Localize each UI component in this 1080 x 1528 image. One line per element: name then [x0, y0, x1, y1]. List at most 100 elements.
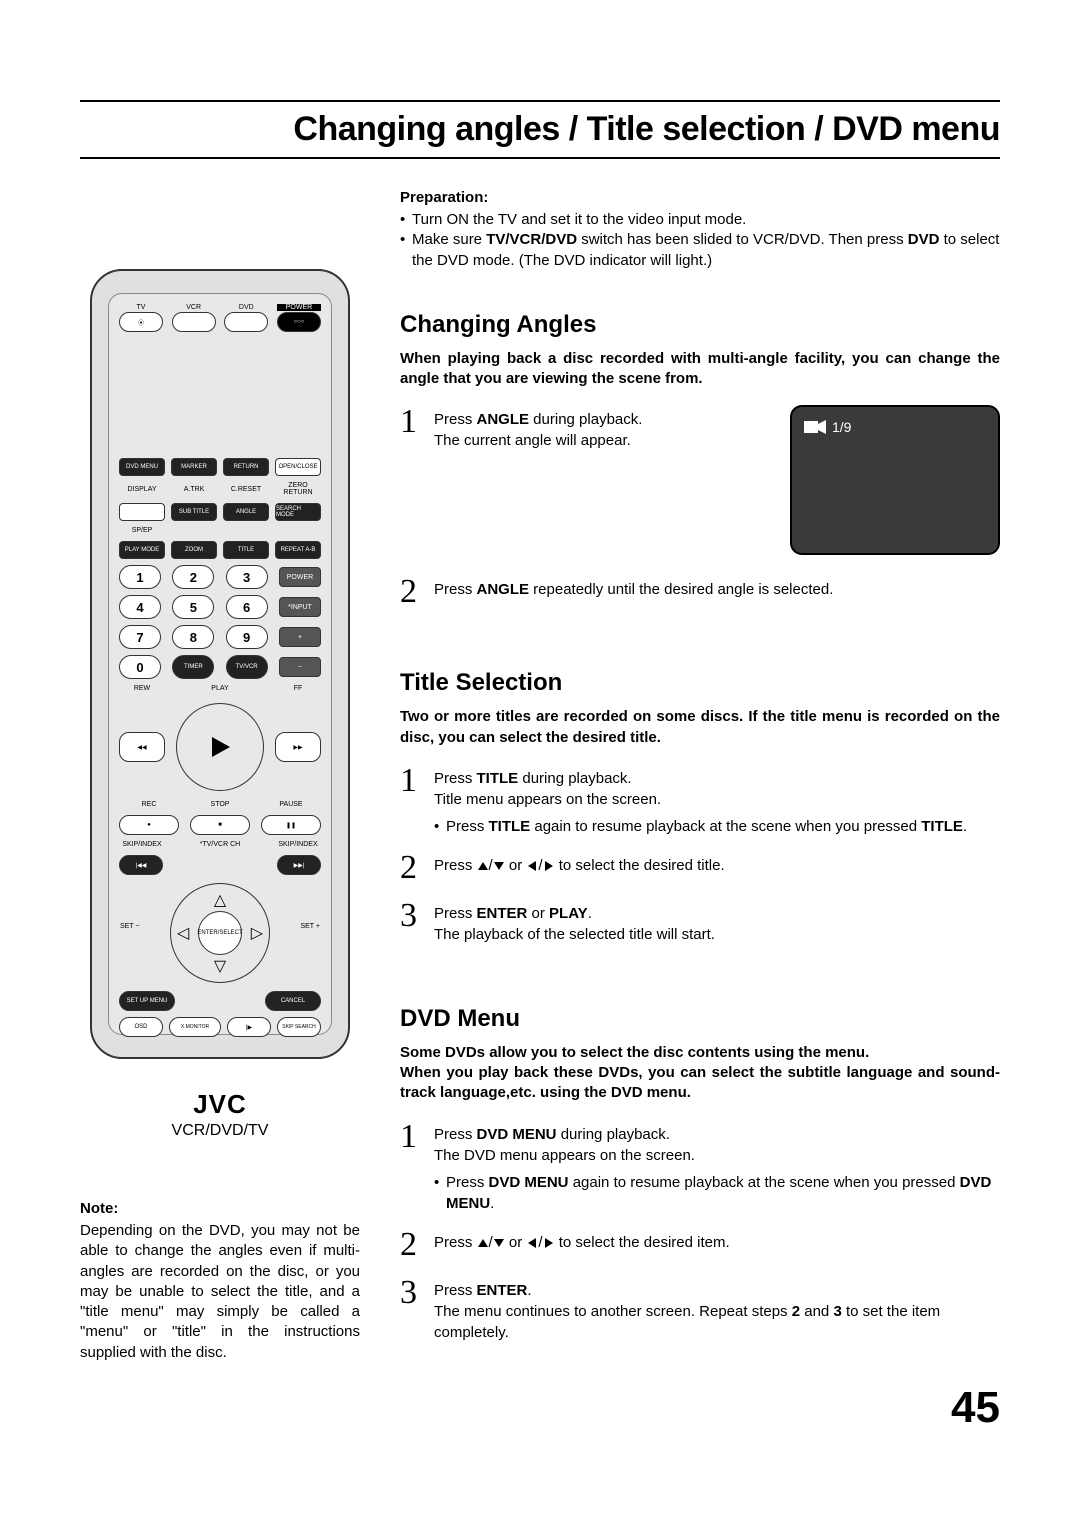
- ts-s3-kw: ENTER: [477, 905, 528, 922]
- ts-s2-b: to select the desired title.: [559, 857, 725, 874]
- ch-lbl: *TV/VCR CH: [176, 841, 264, 848]
- dm-s1-c: The DVD menu appears on the screen.: [434, 1147, 695, 1164]
- num-7: 7: [119, 625, 161, 649]
- note-box: Note: Depending on the DVD, you may not …: [80, 1200, 360, 1363]
- dm-s1-sa: Press: [446, 1174, 489, 1191]
- prep-heading: Preparation:: [400, 189, 1000, 206]
- ts-s1-skw: TITLE: [489, 818, 531, 835]
- dm-s3-a: Press: [434, 1282, 477, 1299]
- zoom-btn: ZOOM: [171, 541, 217, 559]
- repeat-btn: REPEAT A-B: [275, 541, 321, 559]
- dm-s1-sc: .: [490, 1195, 494, 1212]
- ts-s1-sa: Press: [446, 818, 489, 835]
- content-area: TV ⦿ VCR DVD POWER ○○○: [80, 189, 1000, 1433]
- dpad-ring: △ ▽ ◁ ▷ ENTER/SELECT: [170, 883, 270, 983]
- remote-inner: TV ⦿ VCR DVD POWER ○○○: [108, 293, 332, 1035]
- tvpower-btn: POWER: [279, 567, 321, 587]
- dvd-menu-section: DVD Menu Some DVDs allow you to select t…: [400, 1005, 1000, 1343]
- title-btn: TITLE: [223, 541, 269, 559]
- display-lbl: DISPLAY: [119, 486, 165, 493]
- rew-lbl: REW: [119, 685, 165, 692]
- play-btn: [176, 703, 264, 791]
- stop-btn: ■: [190, 815, 250, 835]
- page-title: Changing angles / Title selection / DVD …: [80, 110, 1000, 149]
- atrk-lbl: A.TRK: [171, 486, 217, 493]
- skip-prev-btn: |◀◀: [119, 855, 163, 875]
- down-arrow-icon: [493, 860, 505, 872]
- rec-btn: ●: [119, 815, 179, 835]
- power-button: ○○○: [277, 312, 321, 332]
- left-column: TV ⦿ VCR DVD POWER ○○○: [80, 189, 360, 1433]
- dm-s2-a: Press: [434, 1234, 477, 1251]
- ts-s3-a: Press: [434, 905, 477, 922]
- dm-s1-skw: DVD MENU: [489, 1174, 569, 1191]
- ca-step2-body: Press ANGLE repeatedly until the desired…: [434, 575, 1000, 600]
- num-6: 6: [226, 595, 268, 619]
- ts-s1-b: during playback.: [518, 770, 631, 787]
- dm-s1-sub: Press DVD MENU again to resume playback …: [434, 1172, 1000, 1214]
- skip-next-btn: ▶▶|: [277, 855, 321, 875]
- ca-s1-c: The current angle will appear.: [434, 432, 631, 449]
- input-btn: *INPUT: [279, 597, 321, 617]
- subtitle-btn: SUB TITLE: [171, 503, 217, 521]
- angle-btn: ANGLE: [223, 503, 269, 521]
- dm-s1-kw: DVD MENU: [477, 1126, 557, 1143]
- ts-s1-sc: .: [963, 818, 967, 835]
- remote-logo: JVC: [80, 1089, 360, 1120]
- top-label-tv: TV: [119, 304, 163, 311]
- dm-s3-rd: 3: [833, 1303, 841, 1320]
- pause-btn: ❚❚: [261, 815, 321, 835]
- ca-s1-kw: ANGLE: [477, 411, 530, 428]
- dm-s3-kw: ENTER: [477, 1282, 528, 1299]
- dm-s2-b: to select the desired item.: [559, 1234, 730, 1251]
- play-icon: [206, 733, 234, 761]
- right-arrow-icon: [543, 860, 555, 872]
- prep-item-1: Turn ON the TV and set it to the video i…: [400, 210, 1000, 230]
- cancel-btn: CANCEL: [265, 991, 321, 1011]
- preparation: Preparation: Turn ON the TV and set it t…: [400, 189, 1000, 271]
- ca-step1-body: Press ANGLE during playback. The current…: [434, 405, 770, 451]
- num-1: 1: [119, 565, 161, 589]
- dm-step1-body: Press DVD MENU during playback. The DVD …: [434, 1120, 1000, 1214]
- dm-step3-body: Press ENTER. The menu continues to anoth…: [434, 1276, 1000, 1343]
- ts-s3-kw2: PLAY: [549, 905, 588, 922]
- spep-lbl: SP/EP: [119, 527, 165, 534]
- searchmode-btn: SEARCH MODE: [275, 503, 321, 521]
- ts-s1-a: Press: [434, 770, 477, 787]
- skip-lbl-r: SKIP/INDEX: [275, 841, 321, 848]
- ts-s1-sub: Press TITLE again to resume playback at …: [434, 816, 1000, 837]
- top-label-dvd: DVD: [224, 304, 268, 311]
- blank-btn-1: [119, 503, 165, 521]
- vcr-switch: [172, 312, 216, 332]
- dm-s1-b: during playback.: [557, 1126, 670, 1143]
- set-plus-lbl: SET +: [300, 923, 320, 930]
- dvd-menu-heading: DVD Menu: [400, 1005, 1000, 1033]
- return-btn: RETURN: [223, 458, 269, 476]
- ca-step1-num: 1: [400, 405, 424, 439]
- remote-illustration: TV ⦿ VCR DVD POWER ○○○: [90, 269, 350, 1059]
- ca-s2-a: Press: [434, 581, 477, 598]
- ff-lbl: FF: [275, 685, 321, 692]
- tvvcr-btn: TV/VCR: [226, 655, 268, 679]
- note-text: Depending on the DVD, you may not be abl…: [80, 1221, 360, 1363]
- marker-btn: MARKER: [171, 458, 217, 476]
- camera-icon: [804, 419, 826, 435]
- num-3: 3: [226, 565, 268, 589]
- num-5: 5: [172, 595, 214, 619]
- dm-s1-sb: again to resume playback at the scene wh…: [569, 1174, 960, 1191]
- down-arrow-icon: [493, 1237, 505, 1249]
- ts-s1-c: Title menu appears on the screen.: [434, 791, 661, 808]
- ca-s1-a: Press: [434, 411, 477, 428]
- dm-s3-rb: 2: [792, 1303, 800, 1320]
- remote-label: VCR/DVD/TV: [80, 1122, 360, 1140]
- osd-angle-text: 1/9: [832, 419, 851, 435]
- timer-btn: TIMER: [172, 655, 214, 679]
- ts-step1-num: 1: [400, 764, 424, 798]
- left-arrow-icon: [526, 1237, 538, 1249]
- set-minus-lbl: SET −: [120, 923, 140, 930]
- osd-btn: OSD: [119, 1017, 163, 1037]
- dvdmenu-btn: DVD MENU: [119, 458, 165, 476]
- num-2: 2: [172, 565, 214, 589]
- changing-angles-intro: When playing back a disc recorded with m…: [400, 349, 1000, 390]
- playmode-btn: PLAY MODE: [119, 541, 165, 559]
